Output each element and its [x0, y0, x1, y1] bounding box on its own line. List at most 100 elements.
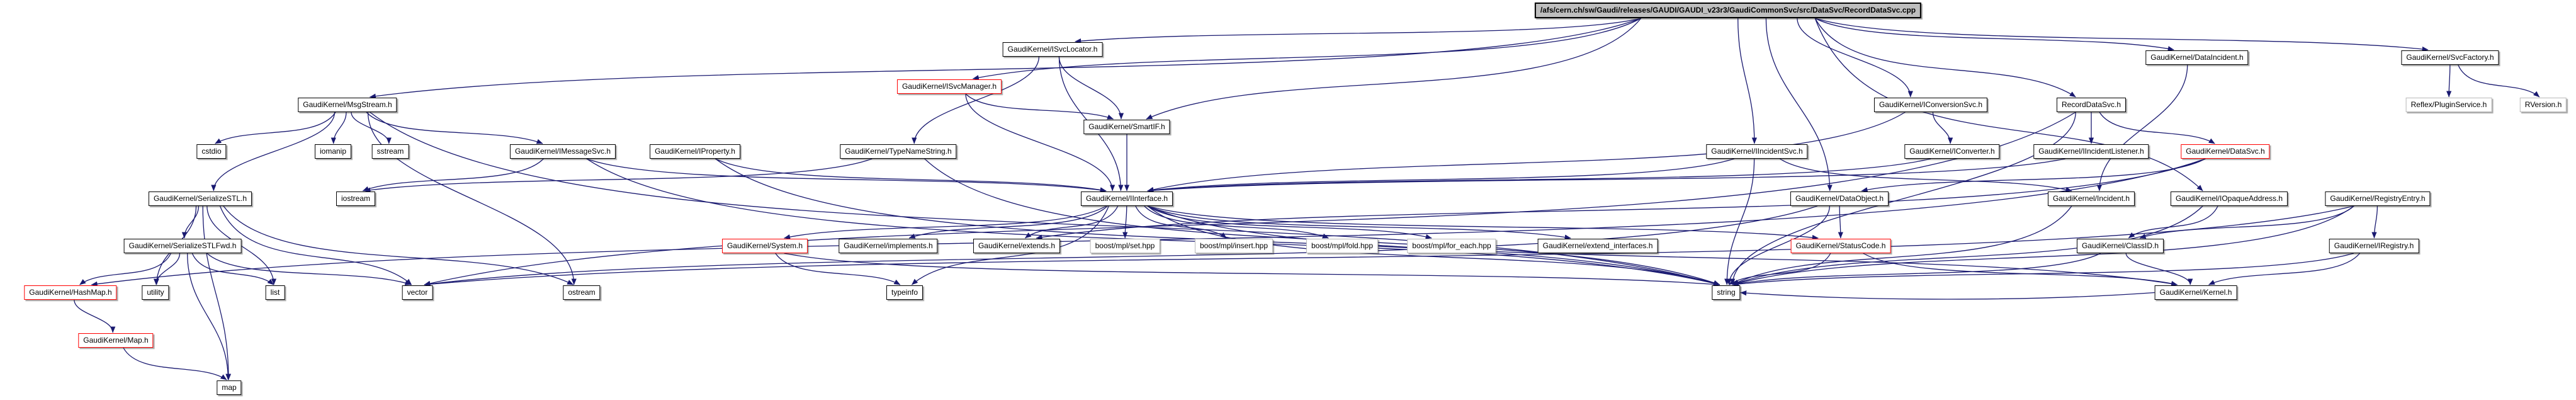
include-edge-iconversionsvc-to-iinterface: [1147, 111, 1906, 192]
include-edge-kernel-to-string: [1740, 290, 2155, 300]
graph-node-pluginservice: Reflex/PluginService.h: [2405, 98, 2492, 112]
graph-node-iconverter[interactable]: GaudiKernel/IConverter.h: [1904, 144, 2000, 159]
graph-node-extendinterfaces[interactable]: GaudiKernel/extend_interfaces.h: [1537, 239, 1658, 253]
graph-node-kernel[interactable]: GaudiKernel/Kernel.h: [2154, 285, 2237, 300]
graph-node-isvclocator[interactable]: GaudiKernel/ISvcLocator.h: [1002, 42, 1103, 57]
graph-node-registryentry[interactable]: GaudiKernel/RegistryEntry.h: [2325, 191, 2431, 206]
include-edge-incident-to-string: [1732, 205, 2072, 285]
graph-node-utility[interactable]: utility: [142, 285, 169, 300]
include-edge-registryentry-to-iregistry: [2371, 205, 2378, 239]
graph-node-iostream[interactable]: iostream: [336, 191, 376, 206]
include-edge-iincidentsvc-to-string: [1724, 158, 1755, 285]
include-edge-dataobject-to-string: [1726, 205, 1831, 285]
include-edge-root-to-msgstream: [369, 18, 1642, 99]
include-edge-iinterface-to-string: [1147, 205, 1720, 286]
include-edge-iinterface-to-statuscode: [1147, 205, 1819, 241]
graph-node-msgstream[interactable]: GaudiKernel/MsgStream.h: [298, 98, 397, 112]
include-edge-root-to-iincidentsvc: [1737, 18, 1757, 144]
graph-node-datasvc[interactable]: GaudiKernel/DataSvc.h: [2181, 144, 2270, 159]
graph-node-ostream[interactable]: ostream: [563, 285, 601, 300]
include-edge-recorddatasvch-to-vector: [424, 111, 2076, 286]
graph-node-iproperty[interactable]: GaudiKernel/IProperty.h: [650, 144, 740, 159]
include-edge-svcfactory-to-rversion: [2458, 64, 2540, 98]
include-edge-statuscode-to-string: [1729, 253, 1831, 285]
graph-node-gmap[interactable]: GaudiKernel/Map.h: [78, 333, 154, 348]
include-edge-iopaqueaddress-to-classid: [2128, 205, 2218, 239]
include-edge-serializestlfwd-to-list: [191, 253, 274, 285]
graph-node-iregistry[interactable]: GaudiKernel/IRegistry.h: [2329, 239, 2419, 253]
graph-node-statuscode[interactable]: GaudiKernel/StatusCode.h: [1790, 239, 1891, 253]
include-edge-serializestl-to-serializestlfwd: [181, 205, 200, 239]
graph-node-iincidentsvc[interactable]: GaudiKernel/IIncidentSvc.h: [1706, 144, 1808, 159]
graph-node-recorddatasvch[interactable]: RecordDataSvc.h: [2056, 98, 2127, 112]
include-edge-msgstream-to-cstdio: [215, 111, 336, 144]
graph-node-iomanip[interactable]: iomanip: [314, 144, 352, 159]
graph-node-serializestl[interactable]: GaudiKernel/SerializeSTL.h: [148, 191, 252, 206]
graph-node-incident[interactable]: GaudiKernel/Incident.h: [2047, 191, 2135, 206]
graph-node-classid[interactable]: GaudiKernel/ClassID.h: [2076, 239, 2164, 253]
include-edge-recorddatasvch-to-datasvc: [2099, 111, 2215, 144]
include-edge-iincidentlistener-to-iinterface: [1147, 158, 2065, 193]
include-edge-iinterface-to-mplforeach: [1147, 205, 1432, 239]
include-edge-imessagesvc-to-iinterface: [586, 158, 1107, 193]
graph-node-iconversionsvc[interactable]: GaudiKernel/IConversionSvc.h: [1873, 98, 1988, 112]
include-edge-registryentry-to-vector: [424, 205, 2354, 287]
include-edge-iinterface-to-mplinsert: [1135, 205, 1227, 239]
graph-node-list[interactable]: list: [265, 285, 285, 300]
include-edge-root-to-iopaqueaddress: [1814, 18, 2203, 191]
include-edge-classid-to-string: [1732, 253, 2101, 287]
include-edge-registryentry-to-classid: [2139, 205, 2354, 239]
graph-node-iopaqueaddress[interactable]: GaudiKernel/IOpaqueAddress.h: [2170, 191, 2288, 206]
include-edge-typenamestring-to-string: [924, 158, 1720, 285]
graph-node-map[interactable]: map: [217, 380, 242, 395]
graph-node-string[interactable]: string: [1712, 285, 1741, 300]
graph-node-dataincident[interactable]: GaudiKernel/DataIncident.h: [2145, 50, 2249, 65]
include-edge-serializestl-to-map: [202, 205, 232, 380]
graph-node-typenamestring[interactable]: GaudiKernel/TypeNameString.h: [840, 144, 957, 159]
include-edge-msgstream-to-imessagesvc: [366, 111, 543, 144]
include-edge-iinterface-to-extendinterfaces: [1147, 205, 1571, 240]
graph-node-mplset: boost/mpl/set.hpp: [1090, 239, 1160, 253]
graph-node-vector[interactable]: vector: [402, 285, 433, 300]
include-edge-serializestlfwd-to-utility: [153, 253, 181, 285]
graph-node-sstream[interactable]: sstream: [371, 144, 409, 159]
graph-node-serializestlfwd[interactable]: GaudiKernel/SerializeSTLFwd.h: [123, 239, 242, 253]
graph-node-extends[interactable]: GaudiKernel/extends.h: [973, 239, 1061, 253]
include-edge-msgstream-to-sstream: [351, 111, 392, 144]
include-edge-isvcmanager-to-smartif: [965, 93, 1114, 120]
include-edge-isvclocator-to-smartif: [1058, 56, 1124, 120]
include-edge-iincidentsvc-to-iinterface: [1147, 158, 1734, 193]
include-edge-iconversionsvc-to-iconverter: [1932, 111, 1953, 144]
include-edge-iinterface-to-extends: [1025, 205, 1119, 239]
include-edge-imessagesvc-to-iostream: [362, 158, 544, 191]
include-edge-iopaqueaddress-to-string: [1732, 205, 2203, 285]
graph-node-cstdio[interactable]: cstdio: [196, 144, 227, 159]
include-edge-serializestl-to-vector: [219, 205, 412, 285]
include-edge-serializestl-to-ostream: [223, 205, 574, 285]
include-edge-hashmap-to-gmap: [74, 299, 116, 333]
include-edge-recorddatasvch-to-string: [1730, 111, 2076, 285]
graph-node-svcfactory[interactable]: GaudiKernel/SvcFactory.h: [2401, 50, 2499, 65]
graph-node-implements[interactable]: GaudiKernel/implements.h: [839, 239, 938, 253]
graph-node-typeinfo[interactable]: typeinfo: [886, 285, 924, 300]
include-edge-iincidentsvc-to-incident: [1779, 158, 2072, 192]
include-edge-msgstream-to-serializestl: [211, 111, 336, 191]
graph-node-imessagesvc[interactable]: GaudiKernel/IMessageSvc.h: [509, 144, 616, 159]
graph-node-iincidentlistener[interactable]: GaudiKernel/IIncidentListener.h: [2033, 144, 2149, 159]
include-edge-root-to-dataobject: [1765, 18, 1833, 191]
include-edge-iinterface-to-mplfold: [1144, 205, 1329, 239]
graph-node-hashmap[interactable]: GaudiKernel/HashMap.h: [24, 285, 117, 300]
include-edge-system-to-typeinfo: [775, 253, 901, 285]
graph-node-dataobject[interactable]: GaudiKernel/DataObject.h: [1790, 191, 1889, 206]
graph-node-system[interactable]: GaudiKernel/System.h: [721, 239, 808, 253]
include-edge-isvcmanager-to-iinterface: [965, 93, 1116, 191]
graph-node-isvcmanager[interactable]: GaudiKernel/ISvcManager.h: [896, 79, 1002, 94]
include-edge-imessagesvc-to-string: [586, 158, 1720, 286]
include-edge-isvclocator-to-typenamestring: [912, 56, 1040, 144]
include-edge-svcfactory-to-pluginservice: [2446, 64, 2452, 98]
graph-node-smartif[interactable]: GaudiKernel/SmartIF.h: [1083, 120, 1170, 134]
include-edge-dataobject-to-vector: [424, 205, 1818, 287]
include-edge-root-to-svcfactory: [1815, 18, 2429, 52]
graph-node-iinterface[interactable]: GaudiKernel/IInterface.h: [1080, 191, 1173, 206]
